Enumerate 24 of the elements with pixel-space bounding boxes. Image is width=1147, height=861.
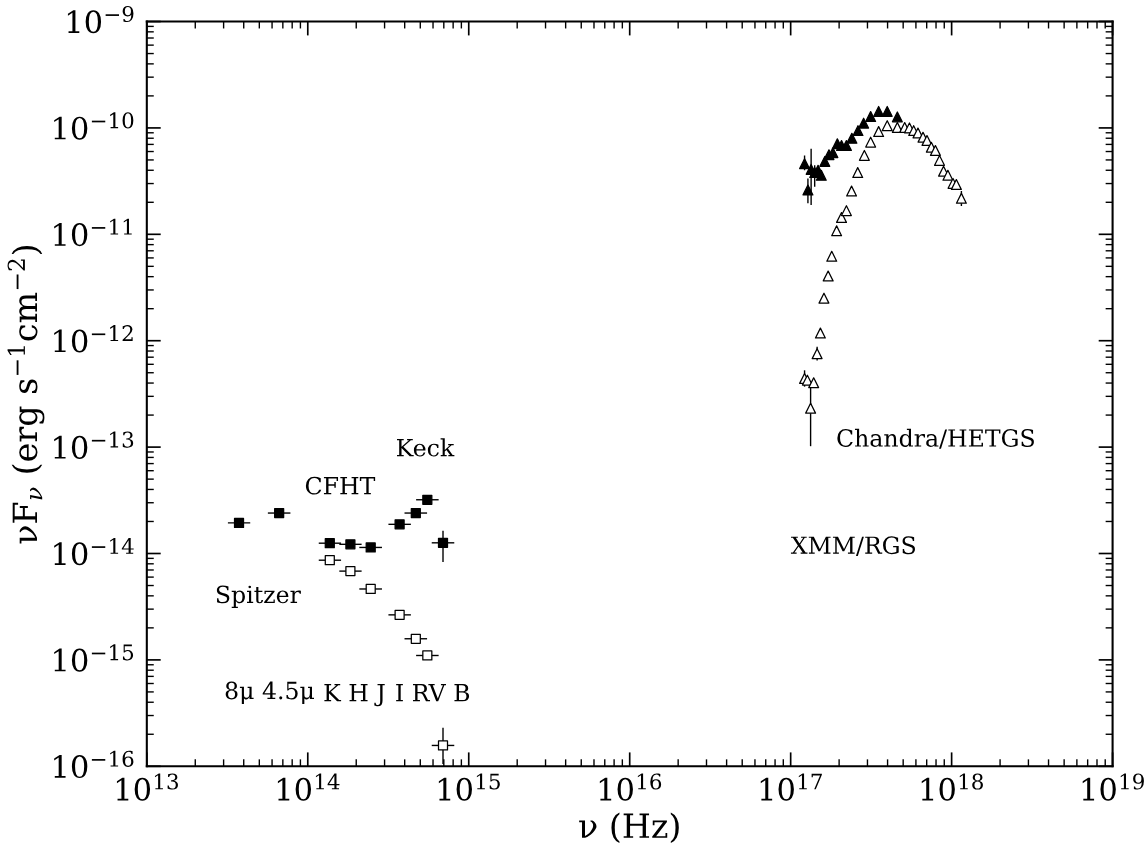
x-tick-label: 10$^{16}$ [599,773,662,801]
y-tick-label: 10$^{−14}$ [54,537,134,566]
y-tick-label: 10$^{−13}$ [54,431,134,459]
x-tick-label: 10$^{14}$ [277,773,340,801]
x-tick-label: 10$^{17}$ [760,773,822,801]
x-tick-label: 10$^{15}$ [438,773,500,801]
x-tick-label: 10$^{13}$ [116,773,178,801]
annotation: CFHT [305,476,376,495]
annotation: Chandra/HETGS [837,428,1034,449]
annotation: I RV B [396,684,470,702]
y-tick-label: 10$^{−15}$ [54,644,134,672]
annotation: Spitzer [216,585,301,608]
annotation: XMM/RGS [790,536,915,557]
y-tick-label: 10$^{−10}$ [54,112,134,140]
annotation: Keck [397,438,455,457]
y-axis-title: νF$_{ν}$ (erg s$^{−1}$cm$^{−2}$) [7,245,45,544]
y-tick-label: 10$^{−12}$ [54,325,133,353]
y-tick-label: 10$^{−11}$ [54,218,132,247]
x-axis-title: ν (Hz) [579,812,679,844]
annotation: 8μ 4.5μ [225,681,314,704]
annotation: K H J [324,684,385,707]
y-tick-label: 10$^{−9}$ [67,5,134,34]
x-tick-label: 10$^{19}$ [1082,773,1144,801]
x-tick-label: 10$^{18}$ [921,773,983,801]
